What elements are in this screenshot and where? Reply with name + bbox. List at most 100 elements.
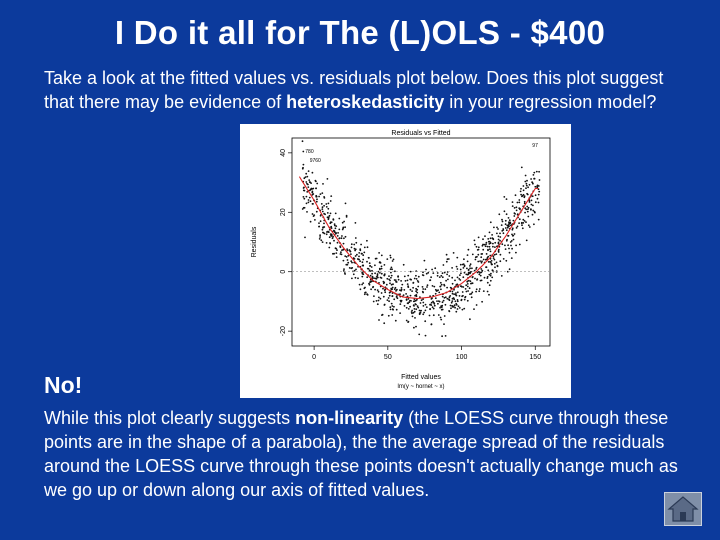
residual-point — [485, 241, 488, 244]
residual-point — [355, 268, 357, 271]
residual-point — [498, 213, 501, 216]
residual-point — [305, 202, 308, 205]
residual-point — [346, 249, 349, 252]
residual-point — [366, 246, 369, 249]
residual-point — [376, 303, 379, 306]
residual-point — [437, 289, 439, 291]
residual-point — [533, 177, 536, 180]
residual-point — [354, 276, 357, 279]
scatter-plot: Residuals vs Fitted Fitted values lm(y ~… — [251, 130, 551, 390]
x-tick-label: 100 — [456, 354, 468, 361]
residual-point — [454, 306, 456, 309]
residual-point — [520, 193, 522, 196]
residual-point — [525, 182, 528, 185]
residual-point — [421, 290, 424, 293]
residual-point — [463, 271, 466, 274]
residual-point — [395, 290, 397, 292]
residual-point — [380, 265, 383, 268]
residual-point — [491, 234, 493, 236]
residual-point — [499, 260, 502, 263]
residual-point — [422, 298, 424, 300]
residual-point — [418, 333, 421, 336]
residual-point — [356, 253, 358, 256]
residual-point — [399, 303, 402, 305]
residual-point — [497, 228, 499, 230]
residual-point — [460, 285, 463, 288]
residual-point — [335, 256, 338, 258]
residual-point — [358, 252, 361, 254]
residual-point — [485, 243, 487, 246]
residual-point — [362, 258, 365, 261]
residual-point — [431, 285, 434, 287]
residual-point — [387, 314, 390, 317]
residual-point — [482, 238, 484, 241]
residual-point — [439, 281, 442, 284]
residual-point — [419, 302, 422, 304]
residual-point — [430, 323, 433, 326]
residual-point — [491, 276, 494, 279]
residual-point — [415, 294, 418, 296]
residual-point — [521, 195, 523, 198]
residual-point — [432, 301, 435, 304]
residual-point — [508, 251, 511, 254]
residual-point — [316, 198, 318, 201]
residual-point — [512, 234, 515, 237]
residual-point — [321, 228, 324, 231]
residual-point — [319, 193, 322, 195]
residual-point — [502, 232, 505, 235]
residual-point — [485, 253, 488, 255]
residual-point — [515, 244, 517, 247]
residual-point — [514, 194, 517, 197]
residual-point — [381, 313, 384, 316]
residual-point — [353, 258, 356, 260]
residual-point — [411, 309, 413, 312]
residual-point — [323, 232, 326, 235]
residual-point — [304, 176, 307, 178]
residual-point — [534, 194, 537, 197]
residual-point — [449, 304, 452, 307]
residual-point — [441, 276, 444, 279]
residual-point — [488, 293, 490, 296]
residual-point — [424, 309, 427, 312]
residual-point — [343, 220, 345, 223]
residual-point — [466, 299, 469, 302]
residual-point — [351, 267, 354, 269]
residual-point — [501, 220, 504, 223]
residual-point — [362, 273, 365, 276]
residual-point — [336, 249, 338, 251]
residual-point — [368, 257, 370, 259]
residual-point — [358, 258, 360, 261]
residual-point — [460, 272, 462, 275]
residual-point — [376, 274, 379, 277]
residual-point — [376, 289, 379, 291]
residual-point — [417, 275, 420, 278]
residual-point — [386, 277, 389, 280]
residual-point — [441, 335, 443, 338]
residual-point — [482, 258, 485, 261]
residual-point — [530, 208, 532, 211]
residual-point — [482, 248, 485, 251]
residual-point — [450, 287, 453, 290]
residual-point — [415, 303, 417, 306]
residual-point — [527, 208, 529, 211]
residual-point — [488, 243, 491, 245]
residual-point — [333, 224, 336, 227]
residual-point — [413, 277, 416, 280]
residual-point — [494, 266, 496, 269]
residual-point — [416, 288, 419, 291]
home-button[interactable] — [664, 492, 702, 526]
residual-point — [455, 265, 458, 268]
residual-point — [343, 268, 345, 270]
residual-point — [477, 246, 480, 249]
residual-point — [532, 204, 534, 207]
residual-point — [346, 248, 348, 250]
residual-point — [526, 205, 529, 208]
residual-point — [361, 283, 363, 286]
residual-point — [415, 278, 418, 280]
residual-point — [330, 195, 333, 197]
residual-point — [434, 292, 437, 295]
residual-point — [466, 283, 469, 285]
residual-point — [330, 225, 333, 228]
residual-point — [486, 275, 489, 278]
residual-point — [485, 266, 488, 269]
